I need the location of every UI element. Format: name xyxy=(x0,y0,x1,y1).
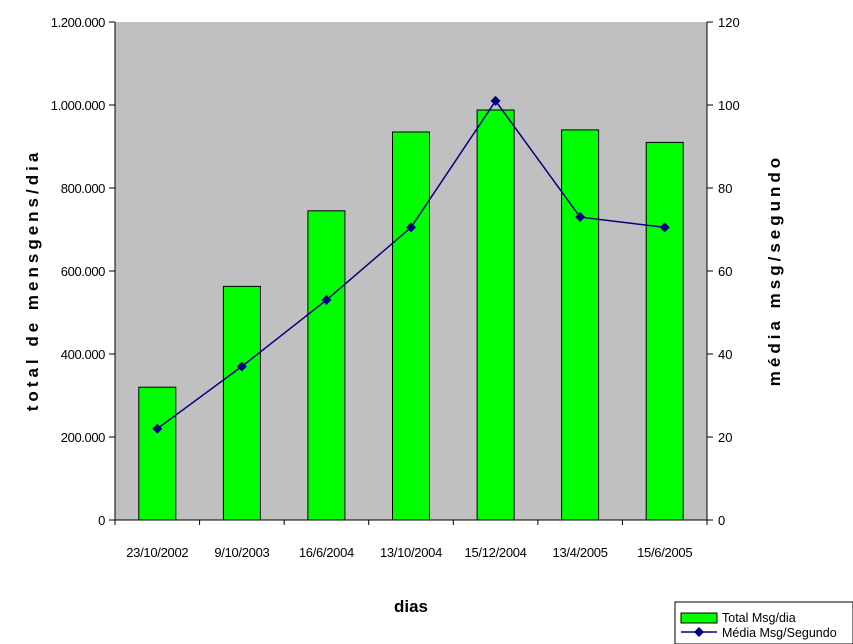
right-tick-labels: 0 20 40 60 80 100 120 xyxy=(718,15,740,528)
x-tick-label: 13/10/2004 xyxy=(380,545,442,560)
line-point xyxy=(321,295,332,306)
left-tick-label: 1.000.000 xyxy=(51,98,105,113)
bar xyxy=(392,131,430,521)
y-axis-title: total de mensgens/dia xyxy=(23,149,42,412)
line-series-group xyxy=(152,95,670,434)
left-tick-label: 200.000 xyxy=(61,430,105,445)
left-tick-label: 1.200.000 xyxy=(51,15,105,30)
line-point xyxy=(152,423,163,434)
bar xyxy=(222,285,261,521)
legend-bar-swatch xyxy=(680,612,718,624)
right-tick-label: 100 xyxy=(718,98,740,113)
x-tick-label: 9/10/2003 xyxy=(214,545,269,560)
line-point xyxy=(236,361,247,372)
bars-group xyxy=(138,109,684,521)
legend-line-label: Média Msg/Segundo xyxy=(722,626,837,640)
line-point xyxy=(659,222,670,233)
left-tick-label: 800.000 xyxy=(61,181,105,196)
legend: Total Msg/dia Média Msg/Segundo xyxy=(674,601,853,644)
y2-axis-title: média msg/segundo xyxy=(765,154,784,386)
bar xyxy=(307,210,346,521)
x-tick-label: 15/12/2004 xyxy=(465,545,527,560)
right-tick-label: 80 xyxy=(718,181,732,196)
right-tick-label: 0 xyxy=(718,513,725,528)
bar xyxy=(561,129,600,521)
left-tick-label: 600.000 xyxy=(61,264,105,279)
legend-line-marker xyxy=(694,627,704,637)
left-tick-label: 400.000 xyxy=(61,347,105,362)
x-tick-label: 13/4/2005 xyxy=(553,545,608,560)
line-point xyxy=(406,222,416,233)
axes-group xyxy=(109,21,713,525)
bar xyxy=(138,386,177,521)
x-tick-labels: 23/10/2002 9/10/2003 16/6/2004 13/10/2004 15… xyxy=(126,545,692,560)
right-tick-label: 60 xyxy=(718,264,732,279)
x-tick-label: 23/10/2002 xyxy=(126,545,188,560)
line-point xyxy=(490,95,501,106)
left-tick-label: 0 xyxy=(98,513,105,528)
right-tick-label: 40 xyxy=(718,347,732,362)
x-axis-title: dias xyxy=(394,597,428,616)
line-point xyxy=(575,212,586,223)
bar xyxy=(645,141,684,521)
right-tick-label: 120 xyxy=(718,15,740,30)
x-tick-label: 15/6/2005 xyxy=(637,545,692,560)
bar xyxy=(476,109,515,521)
x-tick-label: 16/6/2004 xyxy=(299,545,354,560)
right-tick-label: 20 xyxy=(718,430,732,445)
left-tick-labels: 0 200.000 400.000 600.000 800.000 1.000.000 1.… xyxy=(51,15,106,528)
legend-bar-label: Total Msg/dia xyxy=(722,611,796,625)
